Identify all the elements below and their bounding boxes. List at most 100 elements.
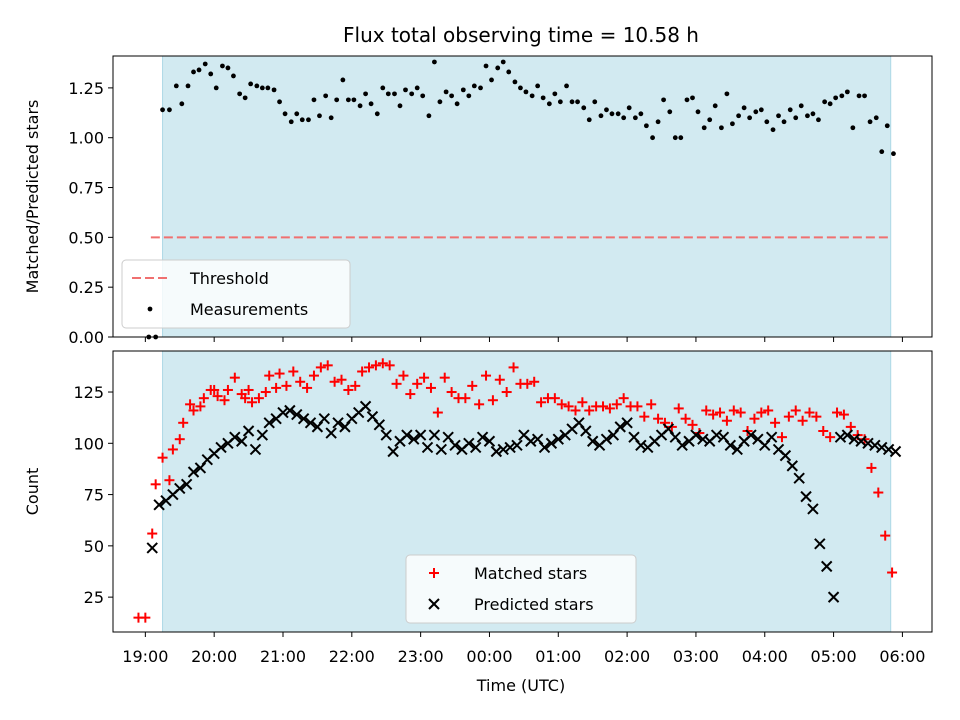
y-tick-label: 50 [84, 537, 104, 556]
y-tick-label: 1.00 [68, 129, 104, 148]
measurement-point [776, 113, 781, 119]
measurement-point [879, 149, 885, 155]
matched-star-point [446, 387, 457, 398]
matched-star-point [140, 612, 151, 623]
predicted-star-point [408, 433, 420, 445]
matched-star-point [271, 382, 282, 393]
measurement-point [242, 95, 248, 101]
measurement-point [856, 93, 862, 99]
measurement-point [160, 107, 165, 113]
predicted-star-point [820, 560, 833, 573]
ratio-series [146, 59, 896, 340]
predicted-star-point [414, 429, 427, 441]
predicted-star-point [284, 404, 296, 417]
matched-star-point [646, 399, 657, 410]
predicted-star-point [841, 429, 854, 441]
measurement-point [512, 79, 518, 85]
measurement-point [179, 101, 185, 107]
predicted-star-point [882, 443, 895, 456]
measurement-point [564, 83, 569, 89]
matched-star-point [195, 401, 206, 412]
measurement-point [678, 135, 684, 141]
measurement-point [546, 101, 552, 107]
predicted-star-point [614, 421, 626, 433]
predicted-star-point [552, 433, 564, 445]
predicted-star-point [848, 433, 860, 445]
measurement-point [862, 93, 867, 99]
predicted-star-point [586, 435, 599, 447]
matched-star-point [838, 409, 849, 420]
measurement-point [392, 91, 397, 97]
matched-star-point [336, 374, 347, 385]
measurement-point [471, 83, 477, 89]
matched-star-point [494, 374, 505, 385]
measurement-point [380, 85, 386, 91]
predicted-star-point [297, 412, 310, 425]
matched-star-point [735, 407, 746, 418]
matched-star-point [653, 413, 664, 424]
predicted-star-point [676, 439, 688, 452]
matched-star-point [880, 530, 891, 541]
y-tick-label: 0.25 [68, 278, 104, 297]
counts-y-ticks: 25 50 75 100 125 [73, 383, 113, 607]
predicted-star-point [690, 429, 702, 441]
counts-axes-frame [112, 350, 933, 633]
measurement-point [609, 111, 615, 117]
legend-box [405, 554, 637, 624]
measurement-point [850, 125, 856, 131]
matched-star-point [487, 395, 498, 406]
measurement-point [254, 83, 260, 89]
matched-star-point [728, 405, 739, 416]
matched-star-point [776, 432, 787, 443]
matched-star-point [708, 409, 719, 420]
measurement-point [311, 97, 317, 103]
matched-star-point [343, 384, 354, 395]
matched-star-point [209, 384, 220, 395]
matched-star-point [405, 389, 416, 400]
matched-star-point [549, 393, 560, 404]
matched-star-point [174, 434, 185, 445]
predicted-star-point [855, 435, 867, 447]
predicted-star-point [490, 445, 503, 458]
predicted-star-point [876, 441, 888, 454]
measurement-point [271, 87, 277, 93]
measurement-point [328, 115, 334, 121]
measurement-point [317, 113, 322, 119]
matched-star-point [536, 397, 547, 408]
y-tick-label: 0.00 [68, 328, 104, 347]
y-tick-label: 25 [84, 588, 104, 607]
matched-star-point [832, 407, 843, 418]
matched-star-point [811, 411, 822, 422]
matched-star-point [556, 399, 567, 410]
measurement-point [443, 89, 449, 95]
measurement-point [810, 111, 816, 117]
matched-star-point [364, 362, 375, 373]
predicted-star-point [187, 466, 200, 478]
measurement-point [248, 81, 254, 87]
matched-star-point [219, 395, 230, 406]
predicted-star-point [476, 431, 489, 443]
predicted-star-point [786, 460, 798, 472]
measurement-point [454, 101, 460, 107]
measurement-point [661, 97, 666, 103]
matched-star-point [873, 487, 884, 498]
matched-star-point [797, 415, 808, 426]
matched-star-point [460, 393, 471, 404]
predicted-star-point [332, 417, 344, 429]
matched-star-point [770, 417, 781, 428]
measurement-point [202, 61, 208, 67]
counts-panel: 25 50 75 100 125 19:00 20:00 21:00 22:00 23:00 00… [23, 350, 933, 666]
measurement-point [592, 99, 598, 105]
predicted-star-point [291, 408, 303, 421]
predicted-star-point [401, 429, 413, 441]
measurement-point [196, 67, 202, 73]
matched-star-point [522, 378, 533, 389]
measurement-point [707, 117, 713, 123]
measurement-point [397, 103, 403, 109]
measurement-point [873, 115, 879, 121]
measurement-point [569, 99, 575, 105]
matched-star-point [412, 378, 423, 389]
y-tick-label: 75 [84, 486, 104, 505]
legend-marker [147, 306, 153, 312]
measurement-point [753, 109, 759, 115]
